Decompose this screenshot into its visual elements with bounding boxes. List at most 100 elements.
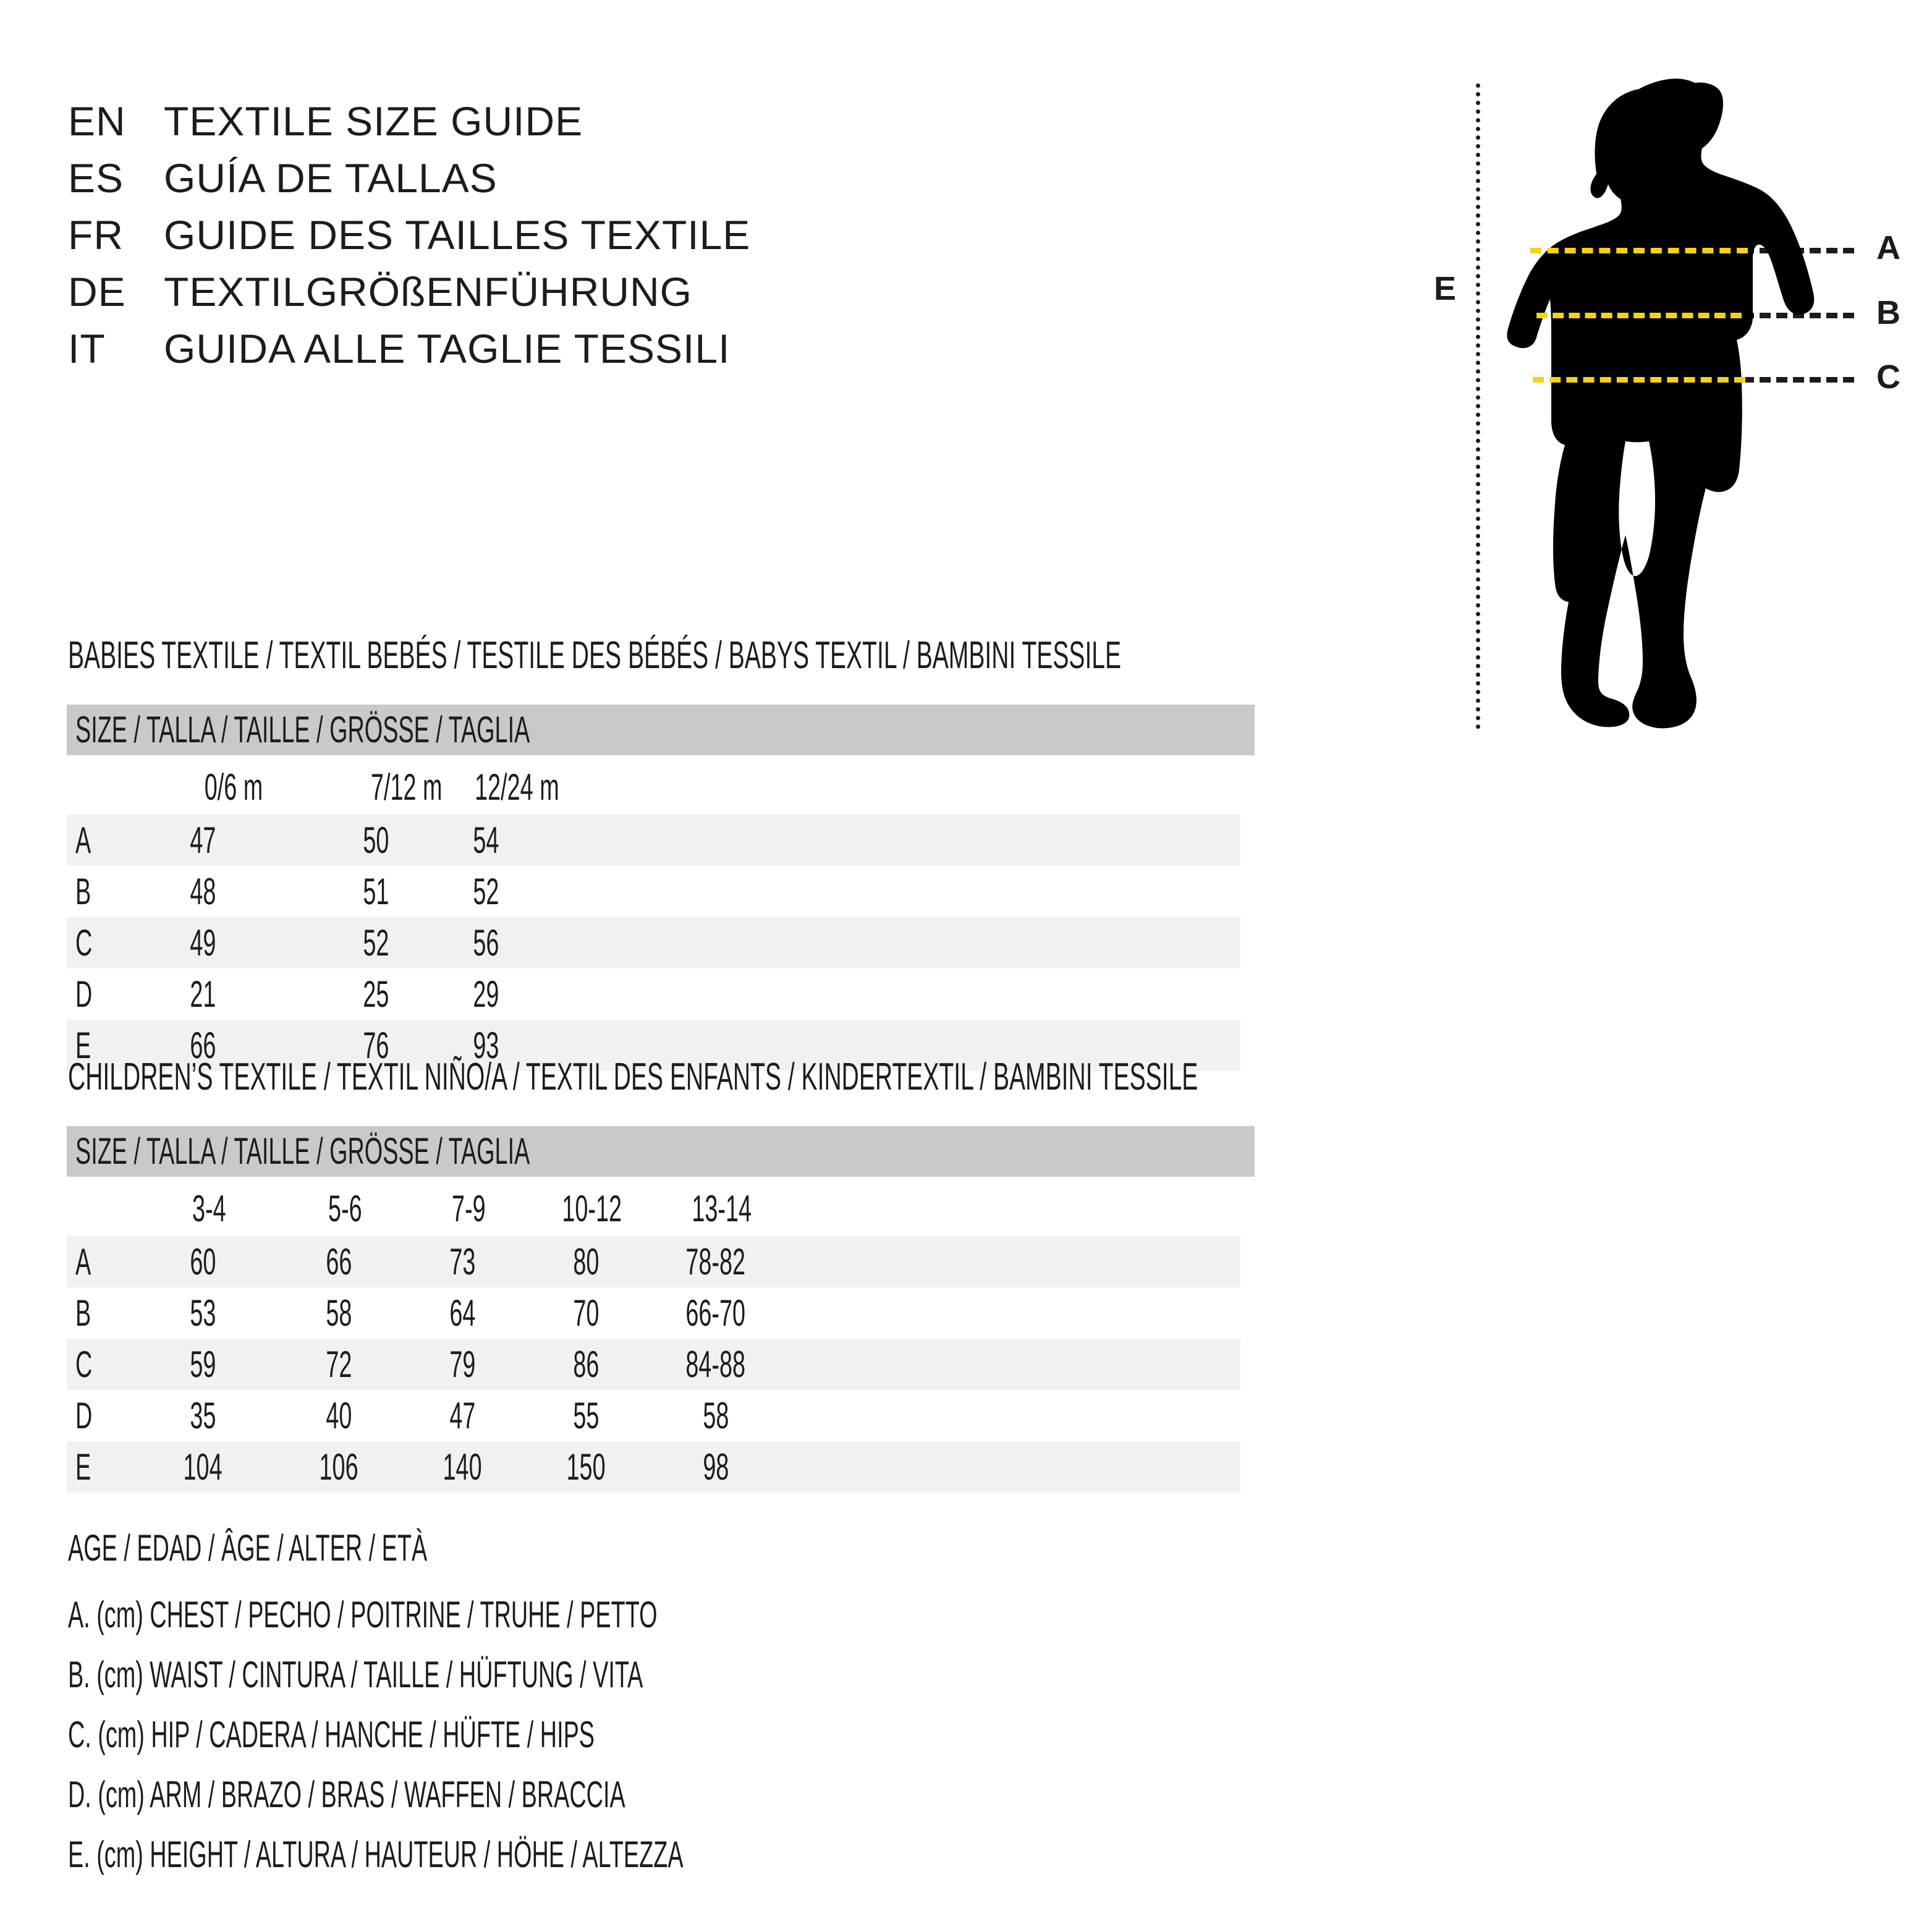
table-row: A 60 66 73 80 78-82 xyxy=(67,1236,1240,1287)
height-guide-line-e xyxy=(1476,83,1480,729)
babies-cell-a-1: 50 xyxy=(362,820,389,861)
children-cell-b-2: 64 xyxy=(449,1292,476,1334)
babies-cell-c-2: 56 xyxy=(472,922,499,964)
children-row-label-c: C xyxy=(75,1344,93,1385)
children-column-header-0: 3-4 xyxy=(192,1188,226,1229)
leader-line-b xyxy=(1743,313,1854,318)
language-code-de: DE xyxy=(68,269,126,315)
babies-cell-b-2: 52 xyxy=(472,871,499,912)
figure-label-b: B xyxy=(1876,294,1900,331)
table-row: C 59 72 79 86 84-88 xyxy=(67,1339,1240,1390)
language-title-es: GUÍA DE TALLAS xyxy=(164,155,498,201)
table-row: B 53 58 64 70 66-70 xyxy=(67,1287,1240,1339)
children-column-header-1: 5-6 xyxy=(328,1188,362,1229)
language-title-it: GUIDA ALLE TAGLIE TESSILI xyxy=(164,326,731,371)
chest-measure-line-a xyxy=(1530,248,1748,253)
babies-cell-e-2: 93 xyxy=(472,1025,499,1066)
babies-section-title: BABIES TEXTILE / TEXTIL BEBÉS / TESTILE … xyxy=(68,634,1122,677)
language-code-es: ES xyxy=(68,155,124,201)
children-cell-d-4: 58 xyxy=(702,1395,729,1436)
babies-table-header-label: SIZE / TALLA / TAILLE / GRÖSSE / TAGLIA xyxy=(75,709,530,750)
children-table-header-bar xyxy=(67,1126,1255,1177)
figure-label-a: A xyxy=(1876,229,1900,266)
children-cell-a-4: 78-82 xyxy=(685,1241,746,1282)
babies-cell-a-2: 54 xyxy=(472,820,499,861)
language-code-en: EN xyxy=(68,98,126,144)
children-cell-d-1: 40 xyxy=(325,1395,352,1436)
legend-item-d: D. (cm) ARM / BRAZO / BRAS / WAFFEN / BR… xyxy=(68,1774,625,1815)
babies-cell-d-1: 25 xyxy=(362,973,389,1015)
children-row-label-b: B xyxy=(75,1292,91,1334)
children-cell-b-3: 70 xyxy=(572,1292,600,1334)
children-table-header-label: SIZE / TALLA / TAILLE / GRÖSSE / TAGLIA xyxy=(75,1130,530,1172)
babies-cell-e-0: 66 xyxy=(189,1025,216,1066)
language-code-fr: FR xyxy=(68,212,124,258)
legend-item-c: C. (cm) HIP / CADERA / HANCHE / HÜFTE / … xyxy=(68,1714,595,1755)
children-cell-e-4: 98 xyxy=(702,1446,729,1488)
babies-row-label-c: C xyxy=(75,922,93,964)
table-row: A 47 50 54 xyxy=(67,815,1240,866)
children-cell-c-1: 72 xyxy=(325,1344,352,1385)
babies-column-header-0: 0/6 m xyxy=(204,766,263,808)
child-silhouette xyxy=(1507,78,1815,729)
language-title-de: TEXTILGRÖßENFÜHRUNG xyxy=(164,269,693,315)
babies-row-label-b: B xyxy=(75,871,91,912)
babies-cell-e-1: 76 xyxy=(362,1025,389,1066)
children-row-label-a: A xyxy=(75,1241,91,1282)
children-cell-e-0: 104 xyxy=(183,1446,222,1488)
table-row: B 48 51 52 xyxy=(67,866,1240,917)
babies-row-label-a: A xyxy=(75,820,91,861)
legend-item-b: B. (cm) WAIST / CINTURA / TAILLE / HÜFTU… xyxy=(68,1654,643,1695)
babies-row-label-e: E xyxy=(75,1025,91,1066)
children-cell-a-2: 73 xyxy=(449,1241,476,1282)
babies-cell-c-1: 52 xyxy=(362,922,389,964)
children-cell-d-0: 35 xyxy=(189,1395,216,1436)
language-title-fr: GUIDE DES TAILLES TEXTILE xyxy=(164,212,751,258)
children-cell-e-3: 150 xyxy=(566,1446,606,1488)
children-cell-c-4: 84-88 xyxy=(685,1344,746,1385)
children-cell-d-2: 47 xyxy=(449,1395,476,1436)
children-column-header-4: 13-14 xyxy=(692,1188,752,1229)
children-cell-b-1: 58 xyxy=(325,1292,352,1334)
table-row: C 49 52 56 xyxy=(67,917,1240,968)
babies-column-header-2: 12/24 m xyxy=(474,766,559,808)
children-cell-b-4: 66-70 xyxy=(685,1292,746,1334)
table-row: D 21 25 29 xyxy=(67,968,1240,1020)
babies-cell-d-2: 29 xyxy=(472,973,499,1015)
children-cell-a-3: 80 xyxy=(572,1241,600,1282)
children-column-headers: 3-4 5-6 7-9 10-12 13-14 xyxy=(67,1183,1255,1234)
children-row-label-e: E xyxy=(75,1446,91,1488)
babies-cell-d-0: 21 xyxy=(189,973,216,1015)
children-cell-e-2: 140 xyxy=(443,1446,482,1488)
table-row: E 66 76 93 xyxy=(67,1020,1240,1071)
babies-cell-b-1: 51 xyxy=(362,871,389,912)
children-cell-c-0: 59 xyxy=(189,1344,216,1385)
babies-cell-c-0: 49 xyxy=(189,922,216,964)
hip-measure-line-c xyxy=(1533,377,1745,383)
table-row: E 104 106 140 150 98 xyxy=(67,1441,1240,1493)
figure-label-c: C xyxy=(1876,358,1900,396)
leader-line-c xyxy=(1743,377,1854,383)
waist-measure-line-b xyxy=(1536,313,1742,318)
babies-table-header-bar xyxy=(67,705,1255,755)
babies-cell-a-0: 47 xyxy=(189,820,216,861)
legend-item-e: E. (cm) HEIGHT / ALTURA / HAUTEUR / HÖHE… xyxy=(68,1834,684,1875)
children-cell-e-1: 106 xyxy=(319,1446,358,1488)
babies-column-header-1: 7/12 m xyxy=(371,766,443,808)
children-cell-a-0: 60 xyxy=(189,1241,216,1282)
babies-row-label-d: D xyxy=(75,973,93,1015)
body-measurement-diagram: E D A B C xyxy=(1409,74,1932,773)
children-column-header-2: 7-9 xyxy=(451,1188,486,1229)
children-column-header-3: 10-12 xyxy=(562,1188,622,1229)
children-cell-a-1: 66 xyxy=(325,1241,352,1282)
babies-cell-b-0: 48 xyxy=(189,871,216,912)
language-title-en: TEXTILE SIZE GUIDE xyxy=(164,98,583,144)
children-cell-d-3: 55 xyxy=(572,1395,600,1436)
figure-label-e: E xyxy=(1434,270,1457,307)
children-section-title: CHILDREN’S TEXTILE / TEXTIL NIÑO/A / TEX… xyxy=(68,1056,1198,1098)
children-cell-c-3: 86 xyxy=(572,1344,600,1385)
language-code-it: IT xyxy=(68,326,106,371)
children-cell-c-2: 79 xyxy=(449,1344,476,1385)
children-row-label-d: D xyxy=(75,1395,93,1436)
legend-title: AGE / EDAD / ÂGE / ALTER / ETÀ xyxy=(68,1527,428,1569)
